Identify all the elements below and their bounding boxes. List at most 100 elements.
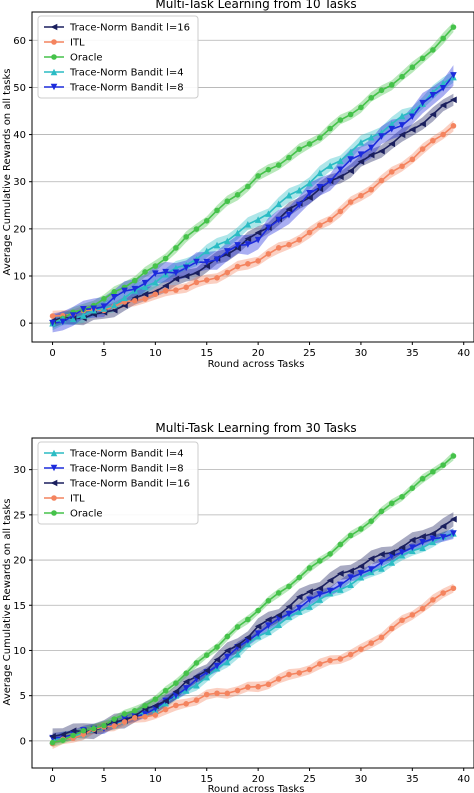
- data-point: [234, 642, 241, 649]
- y-tick-label: 10: [13, 272, 26, 283]
- data-point: [450, 515, 457, 523]
- data-point: [327, 657, 333, 664]
- data-point: [347, 532, 354, 539]
- series-line: [52, 26, 454, 324]
- data-point: [316, 596, 324, 603]
- legend: Trace-Norm Bandit l=16 ITL Oracle Trace-Nor…: [37, 15, 199, 99]
- data-point: [193, 226, 200, 232]
- data-point: [398, 122, 406, 129]
- y-tick-label: 40: [13, 130, 26, 141]
- data-point: [203, 247, 211, 255]
- data-point: [326, 178, 334, 185]
- data-point: [367, 151, 375, 159]
- data-point: [429, 111, 437, 118]
- data-point: [357, 158, 365, 165]
- legend-box: [37, 441, 199, 525]
- data-point: [368, 518, 375, 524]
- y-tick-label: 20: [13, 224, 26, 235]
- data-point: [183, 234, 189, 240]
- data-point: [337, 541, 344, 548]
- series-line: [52, 455, 454, 744]
- data-point: [182, 264, 190, 272]
- y-ticks: 0 10 20 30 40 50 60: [13, 36, 32, 330]
- data-point: [450, 585, 457, 592]
- data-point: [306, 194, 313, 201]
- data-point: [368, 94, 375, 101]
- data-point: [224, 269, 231, 276]
- series-line: [52, 74, 455, 324]
- data-point: [224, 647, 231, 654]
- data-point: [388, 549, 396, 557]
- data-point: [182, 272, 190, 280]
- x-axis-label: Round across Tasks: [208, 784, 305, 793]
- data-point: [193, 681, 200, 689]
- data-point: [358, 646, 364, 652]
- legend-entry: Oracle: [70, 53, 103, 64]
- data-point: [419, 99, 426, 107]
- data-point: [337, 586, 344, 593]
- data-point: [162, 697, 169, 705]
- y-tick-label: 20: [13, 556, 26, 567]
- data-point: [388, 500, 395, 507]
- data-point: [80, 727, 87, 734]
- data-point: [388, 125, 396, 133]
- data-point: [203, 258, 211, 266]
- data-point: [337, 173, 344, 181]
- data-point: [255, 173, 261, 179]
- data-point: [275, 216, 282, 224]
- y-axis-label: Average Cumulative Rewards on all tasks: [2, 69, 13, 276]
- data-point: [265, 251, 272, 257]
- x-tick-label: 20: [252, 774, 265, 785]
- markers: [49, 24, 457, 327]
- data-point: [173, 287, 179, 293]
- legend-entry: Trace-Norm Bandit l=16: [69, 23, 190, 34]
- data-point: [409, 126, 416, 133]
- legend-swatch-marker: [51, 54, 57, 60]
- data-point: [317, 222, 323, 229]
- data-point: [327, 125, 333, 132]
- data-point: [399, 617, 405, 624]
- data-point: [285, 191, 293, 199]
- data-point: [152, 279, 159, 286]
- data-point: [409, 485, 416, 491]
- data-point: [306, 179, 313, 187]
- x-tick-label: 30: [355, 348, 368, 359]
- data-point: [141, 279, 149, 287]
- chart-title: Multi-Task Learning from 30 Tasks: [155, 421, 356, 435]
- legend-swatch-marker: [50, 83, 58, 91]
- data-point: [245, 183, 251, 190]
- data-point: [244, 220, 252, 228]
- data-point: [255, 607, 261, 614]
- data-point: [378, 87, 385, 94]
- data-point: [368, 640, 375, 646]
- data-point: [439, 101, 447, 109]
- data-point: [141, 290, 149, 298]
- data-point: [419, 475, 426, 482]
- data-point: [214, 644, 220, 650]
- data-point: [337, 581, 344, 589]
- data-point: [49, 733, 56, 740]
- plot-frame: [31, 437, 474, 769]
- data-point: [306, 189, 313, 197]
- y-tick-label: 0: [20, 319, 26, 330]
- legend-entry: ITL: [70, 494, 85, 505]
- x-tick-label: 35: [406, 348, 419, 359]
- data-point: [111, 723, 118, 729]
- data-point: [214, 690, 220, 697]
- data-point: [295, 604, 303, 612]
- data-point: [295, 186, 303, 194]
- data-point: [265, 224, 272, 232]
- data-point: [213, 662, 221, 670]
- data-point: [286, 583, 292, 590]
- data-point: [306, 603, 313, 610]
- legend-swatch-marker: [50, 68, 58, 76]
- data-point: [357, 151, 365, 158]
- data-point: [337, 166, 344, 174]
- data-point: [162, 706, 169, 713]
- legend-box: [37, 15, 199, 99]
- data-point: [245, 616, 251, 623]
- data-point: [121, 287, 128, 295]
- data-point: [367, 144, 375, 152]
- data-point: [244, 235, 252, 243]
